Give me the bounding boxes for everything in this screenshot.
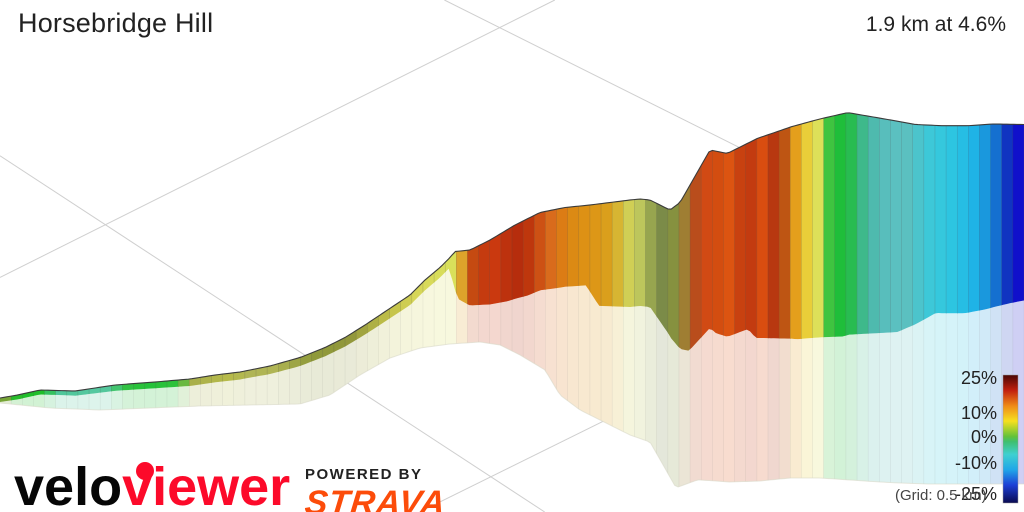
svg-text:10%: 10%	[961, 403, 997, 423]
svg-text:(Grid: 0.5 km): (Grid: 0.5 km)	[895, 487, 987, 504]
svg-text:-10%: -10%	[955, 453, 997, 473]
svg-text:25%: 25%	[961, 368, 997, 388]
svg-text:0%: 0%	[971, 427, 997, 447]
